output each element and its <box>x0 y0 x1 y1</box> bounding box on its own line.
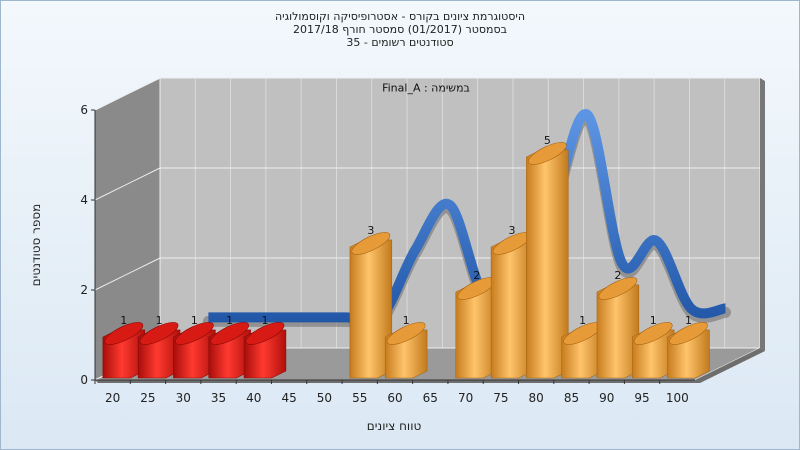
bar: 1 <box>667 314 710 379</box>
x-tick-label: 85 <box>564 391 579 405</box>
x-tick-label: 70 <box>458 391 473 405</box>
bar-value-label: 1 <box>156 314 163 327</box>
chart-title: היסטוגרמת ציונים בקורס - אסטרופיסיקה וקו… <box>0 10 800 49</box>
bar-value-label: 1 <box>120 314 127 327</box>
bar: 1 <box>561 314 604 379</box>
bar: 5 <box>526 134 569 379</box>
bar: 1 <box>631 314 675 379</box>
bar-cap <box>104 322 144 345</box>
gridline-side <box>94 77 161 111</box>
gridline-side <box>94 257 161 291</box>
bar-value-label: 5 <box>544 134 551 147</box>
x-tick-label: 65 <box>423 391 438 405</box>
x-tick-label: 35 <box>211 391 226 405</box>
x-tick-label: 45 <box>281 391 296 405</box>
y-tick-label: 4 <box>80 193 88 207</box>
bar-body <box>596 284 640 379</box>
bar-value-label: 3 <box>367 224 374 237</box>
bar-cap <box>210 322 250 345</box>
bar: 1 <box>208 314 251 379</box>
x-tick-label: 40 <box>246 391 261 405</box>
bar: 3 <box>349 224 393 379</box>
x-tick-label: 90 <box>599 391 614 405</box>
bar-value-label: 1 <box>685 314 692 327</box>
x-tick-label: 100 <box>666 391 689 405</box>
bar-value-label: 1 <box>226 314 233 327</box>
bar-value-label: 1 <box>650 314 657 327</box>
right-edge <box>760 78 765 351</box>
bar: 2 <box>596 269 640 379</box>
bar-value-label: 3 <box>509 224 516 237</box>
title-line-2: בסמסטר (01/2017) סמסטר חורף 2017/18 <box>293 23 507 36</box>
floor-edge <box>95 348 765 383</box>
bar: 1 <box>243 314 287 379</box>
bar-value-label: 1 <box>191 314 198 327</box>
bar: 1 <box>102 314 146 379</box>
x-axis-label: טווח ציונים <box>366 419 422 433</box>
x-tick-label: 55 <box>352 391 367 405</box>
bar: 2 <box>455 269 498 379</box>
title-line-1: היסטוגרמת ציונים בקורס - אסטרופיסיקה וקו… <box>274 10 526 23</box>
y-axis-label: מספר סטודנטים <box>29 203 43 287</box>
title-line-3: סטודנטים רשומים - 35 <box>346 36 454 49</box>
bar-cap <box>598 277 638 300</box>
x-tick-label: 30 <box>176 391 191 405</box>
bar-value-label: 1 <box>261 314 268 327</box>
bar-value-label: 2 <box>473 269 480 282</box>
y-tick-label: 0 <box>80 373 88 387</box>
bar-cap <box>139 322 179 345</box>
bar-cap <box>245 322 285 345</box>
x-tick-label: 20 <box>105 391 120 405</box>
x-tick-label: 25 <box>140 391 155 405</box>
bar-cap <box>527 142 567 165</box>
bar-body <box>349 239 393 379</box>
bar-cap <box>633 322 673 345</box>
assignment-label: Final_A : במשימה <box>382 81 470 95</box>
bar-value-label: 2 <box>614 269 621 282</box>
x-tick-label: 75 <box>493 391 508 405</box>
bar-cap <box>351 232 391 255</box>
x-tick-label: 60 <box>387 391 402 405</box>
bar: 1 <box>384 314 428 379</box>
y-tick-label: 2 <box>80 283 88 297</box>
bar: 3 <box>490 224 534 379</box>
bar: 1 <box>137 314 181 379</box>
gridline-side <box>94 167 161 201</box>
x-tick-label: 95 <box>634 391 649 405</box>
bar-value-label: 1 <box>579 314 586 327</box>
bar: 1 <box>173 314 216 379</box>
y-tick-label: 6 <box>80 103 88 117</box>
bar-cap <box>386 322 426 345</box>
x-tick-label: 50 <box>317 391 332 405</box>
bar-cap <box>175 322 214 345</box>
bar-body <box>526 149 569 379</box>
bar-cap <box>669 322 708 345</box>
bar-value-label: 1 <box>403 314 410 327</box>
x-tick-label: 80 <box>529 391 544 405</box>
